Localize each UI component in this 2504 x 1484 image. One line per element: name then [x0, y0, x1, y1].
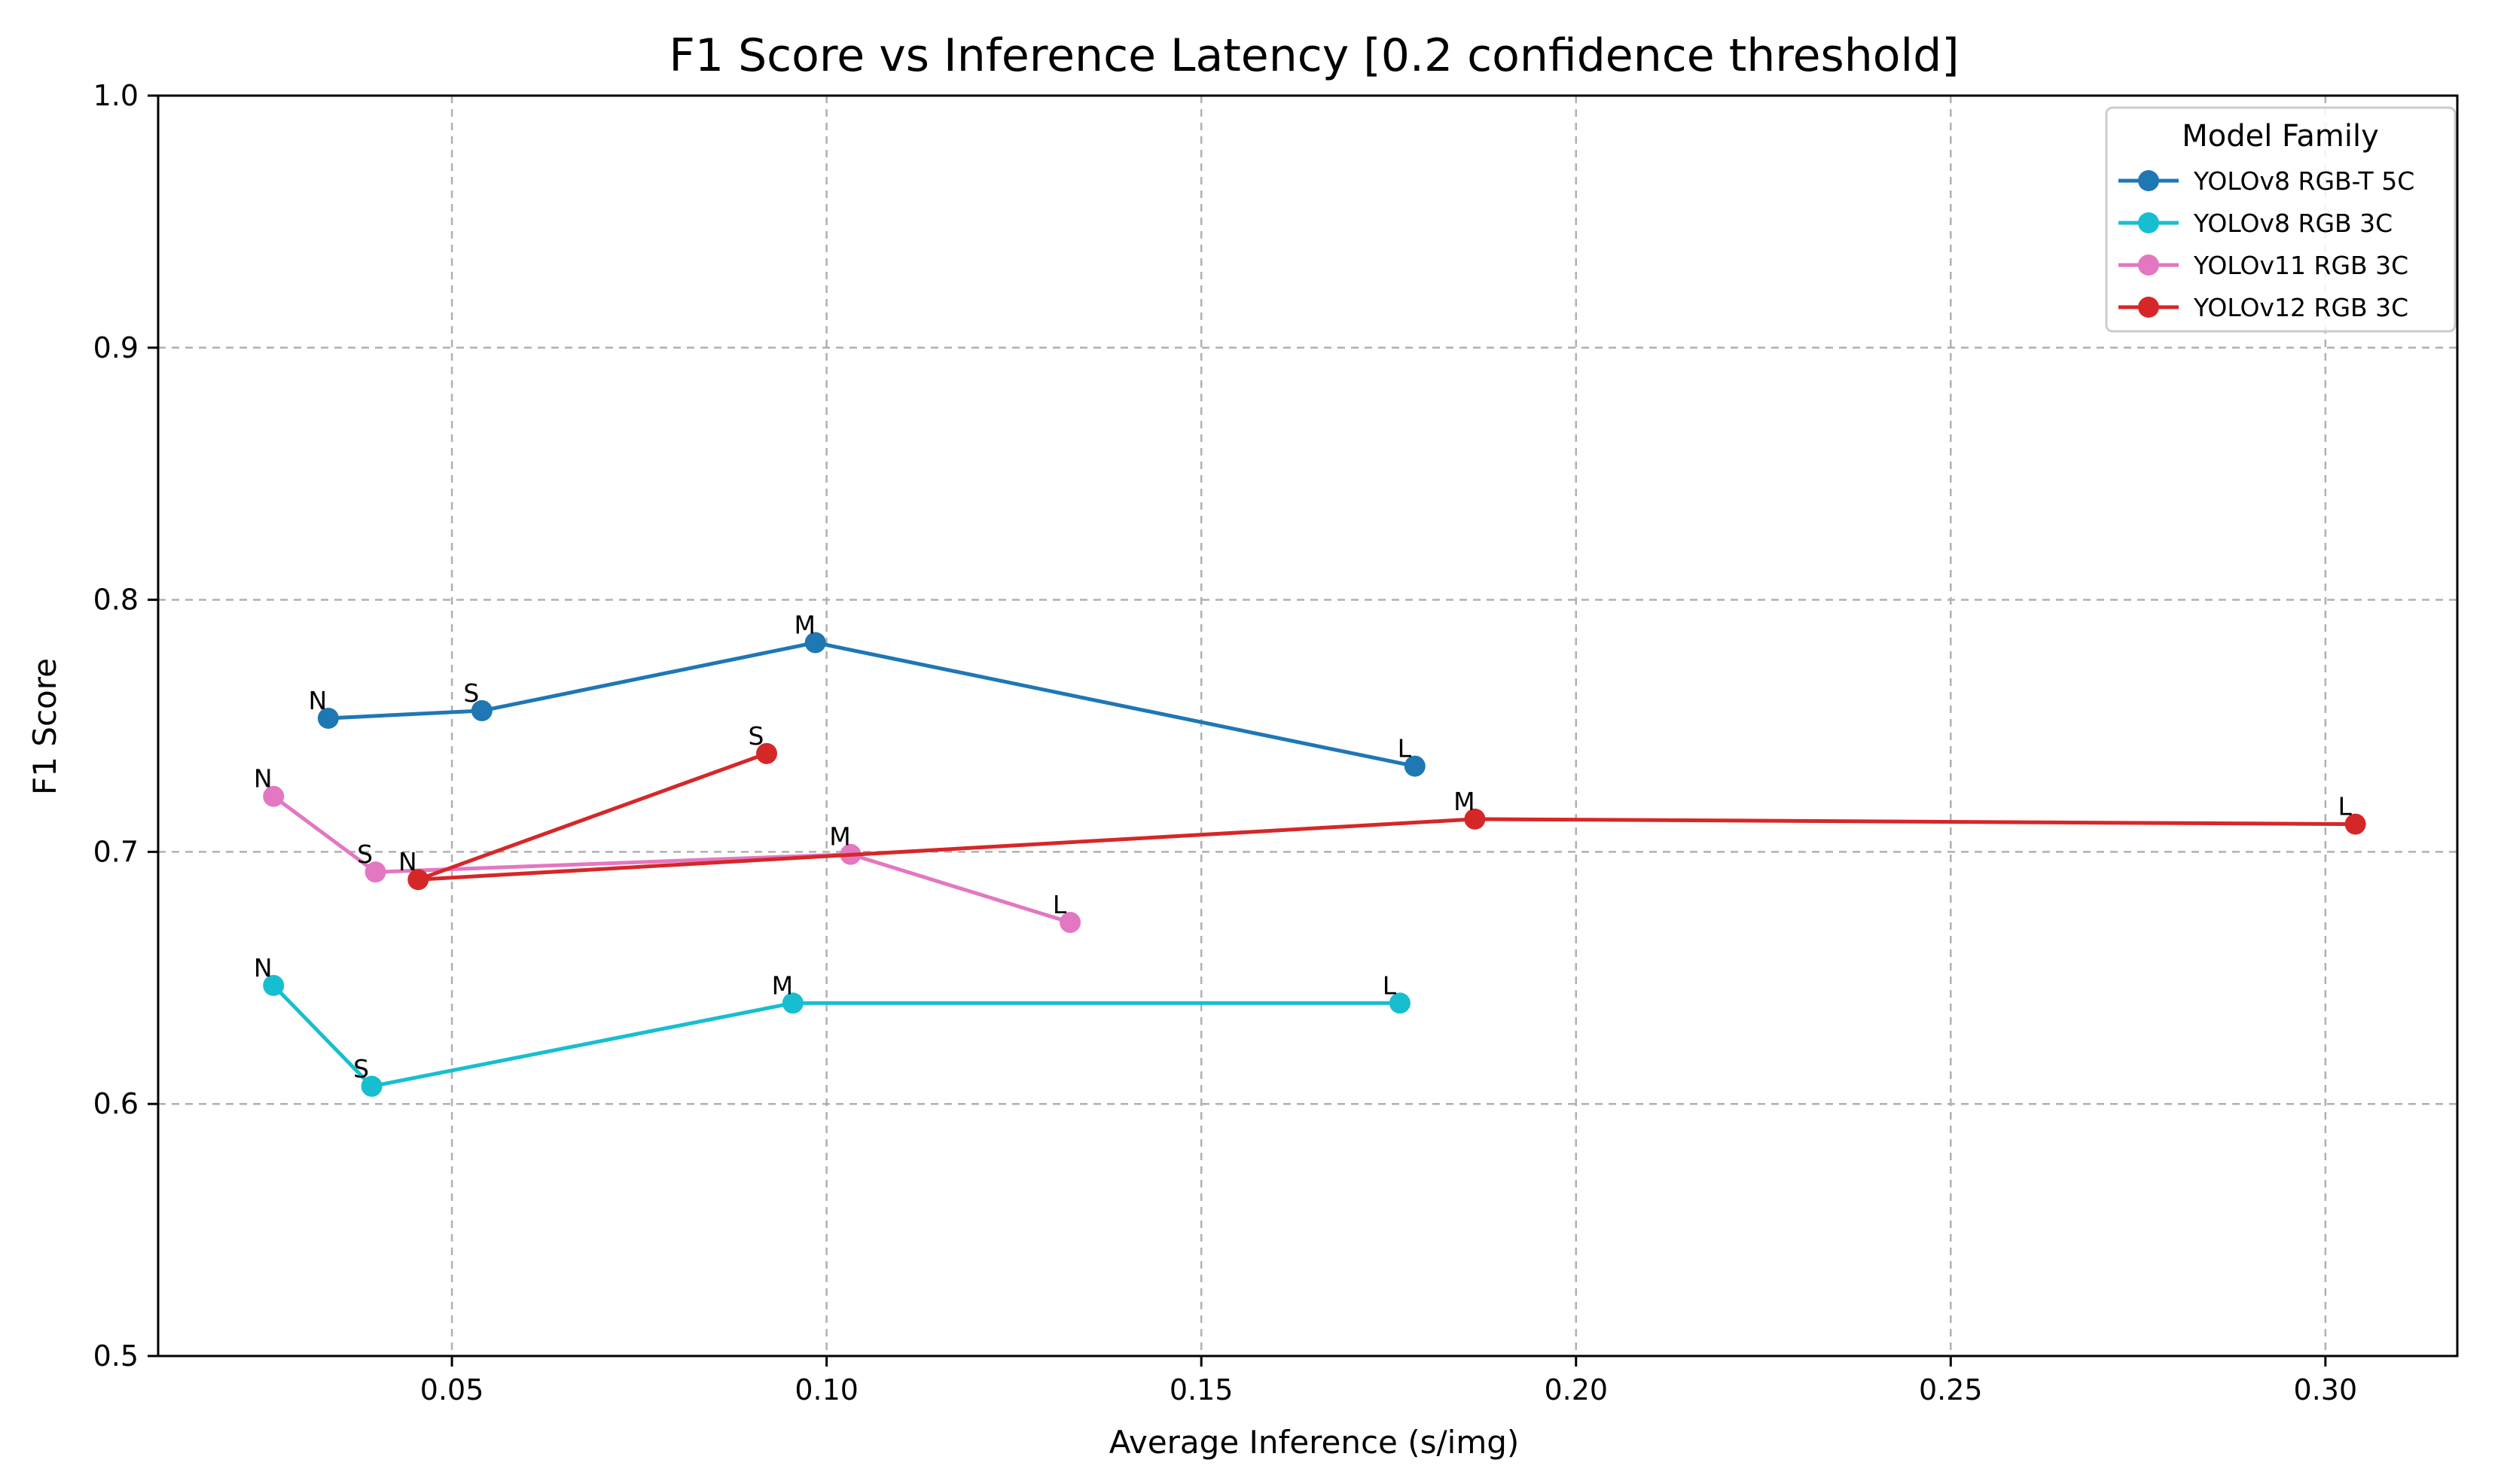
point-label: S — [353, 1054, 369, 1083]
series-line — [416, 751, 2356, 882]
x-axis-label: Average Inference (s/img) — [1109, 1424, 1520, 1461]
plot-frame — [157, 94, 2459, 1358]
data-point — [1404, 755, 1426, 777]
data-point — [1464, 808, 1486, 830]
data-point — [2344, 813, 2366, 835]
point-label: L — [2338, 792, 2352, 821]
point-label: N — [309, 686, 328, 715]
point-label: L — [1398, 734, 1412, 763]
data-point — [804, 632, 826, 654]
data-point — [1060, 912, 1081, 934]
data-point — [782, 992, 804, 1014]
point-label: M — [794, 611, 815, 640]
point-label: N — [254, 764, 273, 794]
point-label: M — [829, 822, 850, 852]
point-label: N — [254, 953, 273, 983]
series-line — [328, 641, 1416, 769]
series-yolov8-rgb-3c: N S M L — [254, 953, 1411, 1097]
y-tick-label: 0.6 — [93, 1087, 139, 1120]
legend-title: Model Family — [2182, 119, 2379, 154]
y-tick-label: 0.7 — [93, 835, 139, 868]
chart-title: F1 Score vs Inference Latency [0.2 confi… — [669, 29, 1959, 82]
legend-frame — [2105, 106, 2457, 333]
legend-entries: YOLOv8 RGB-T 5C YOLOv8 RGB 3C YOLOv11 RGB … — [2118, 166, 2414, 322]
legend-marker — [2138, 297, 2159, 318]
data-point — [1389, 992, 1411, 1014]
legend-entry: YOLOv12 RGB 3C — [2118, 293, 2408, 322]
axes: 0.05 0.10 0.15 0.20 0.25 0.30 0.5 0.6 0.7 0.8 0.9 1… — [93, 79, 2358, 1406]
x-tick-label: 0.20 — [1544, 1373, 1608, 1406]
y-axis-label: F1 Score — [26, 658, 63, 795]
y-tick-label: 0.5 — [93, 1339, 139, 1373]
data-point — [317, 707, 339, 729]
point-label: S — [357, 840, 373, 869]
series-line — [272, 794, 1071, 925]
x-tick-label: 0.10 — [795, 1373, 859, 1406]
legend-entry: YOLOv8 RGB-T 5C — [2118, 166, 2414, 196]
legend-marker — [2138, 170, 2159, 191]
legend-marker — [2138, 254, 2159, 276]
legend-label: YOLOv12 RGB 3C — [2193, 293, 2408, 322]
point-label: L — [1053, 890, 1067, 919]
y-tick-label: 1.0 — [93, 79, 139, 112]
data-point — [263, 974, 285, 996]
data-point — [407, 869, 429, 891]
data-point — [263, 785, 285, 807]
point-label: L — [1383, 971, 1397, 1000]
y-tick-label: 0.8 — [93, 584, 139, 617]
legend-entry: YOLOv11 RGB 3C — [2118, 251, 2408, 280]
data-point — [364, 861, 386, 883]
data-point — [361, 1075, 383, 1097]
point-label: M — [1453, 787, 1475, 816]
data-point — [471, 699, 493, 721]
point-label: N — [398, 847, 417, 876]
legend-label: YOLOv11 RGB 3C — [2193, 251, 2408, 280]
series-yolov8-rgb-t-5c: N S M L — [309, 611, 1426, 777]
legend-label: YOLOv8 RGB 3C — [2193, 209, 2393, 238]
x-tick-label: 0.25 — [1919, 1373, 1983, 1406]
y-tick-label: 0.9 — [93, 331, 139, 364]
legend: Model Family YOLOv8 RGB-T 5C YOLOv8 RGB 3… — [2105, 106, 2457, 333]
point-label: S — [463, 678, 479, 708]
point-label: M — [772, 971, 793, 1000]
point-label: S — [749, 721, 764, 751]
series-yolov12-rgb-3c: S N M L — [398, 721, 2366, 891]
series-line — [272, 984, 1400, 1089]
legend-entry: YOLOv8 RGB 3C — [2118, 209, 2393, 238]
x-tick-label: 0.30 — [2294, 1373, 2358, 1406]
grid — [158, 96, 2457, 1356]
x-tick-label: 0.15 — [1170, 1373, 1234, 1406]
legend-marker — [2138, 212, 2159, 233]
data-point — [756, 742, 778, 764]
x-tick-label: 0.05 — [420, 1373, 484, 1406]
legend-label: YOLOv8 RGB-T 5C — [2193, 166, 2414, 196]
